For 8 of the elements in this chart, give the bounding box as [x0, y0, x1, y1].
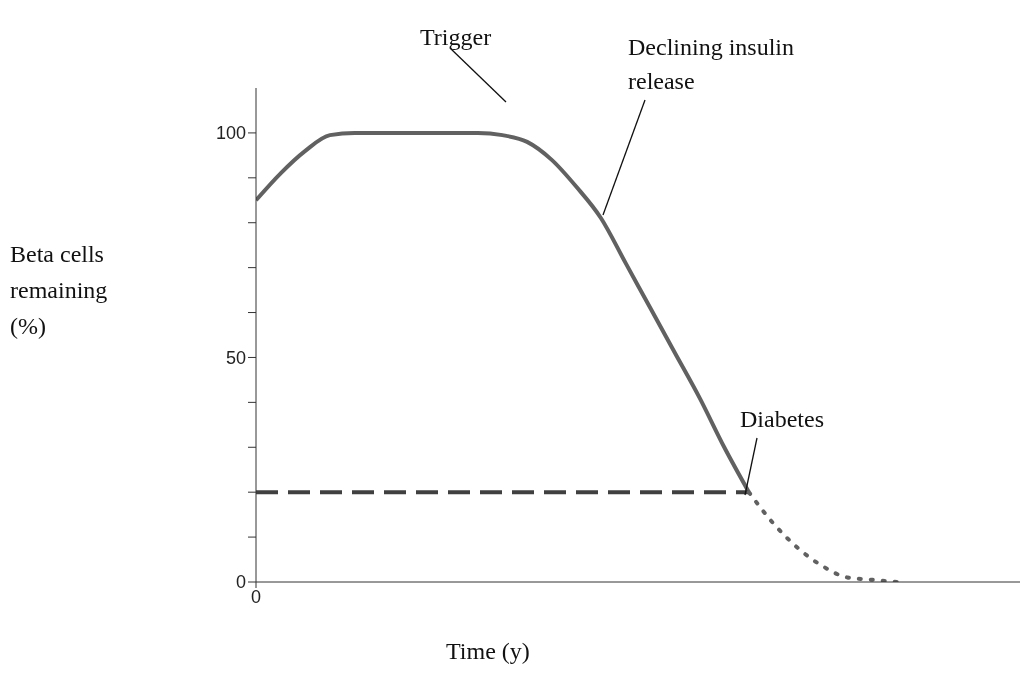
x-axis-title: Time (y)	[446, 638, 530, 665]
y-axis-title: Beta cells remaining (%)	[10, 240, 109, 341]
annotation: Declining insulin release	[628, 33, 795, 96]
text: Trigger	[420, 23, 493, 52]
y-tick-label: 100	[215, 123, 246, 144]
y-tick-label: 0	[235, 572, 246, 593]
annotation: Diabetes	[740, 405, 825, 434]
y-tick-label: 50	[225, 347, 246, 368]
